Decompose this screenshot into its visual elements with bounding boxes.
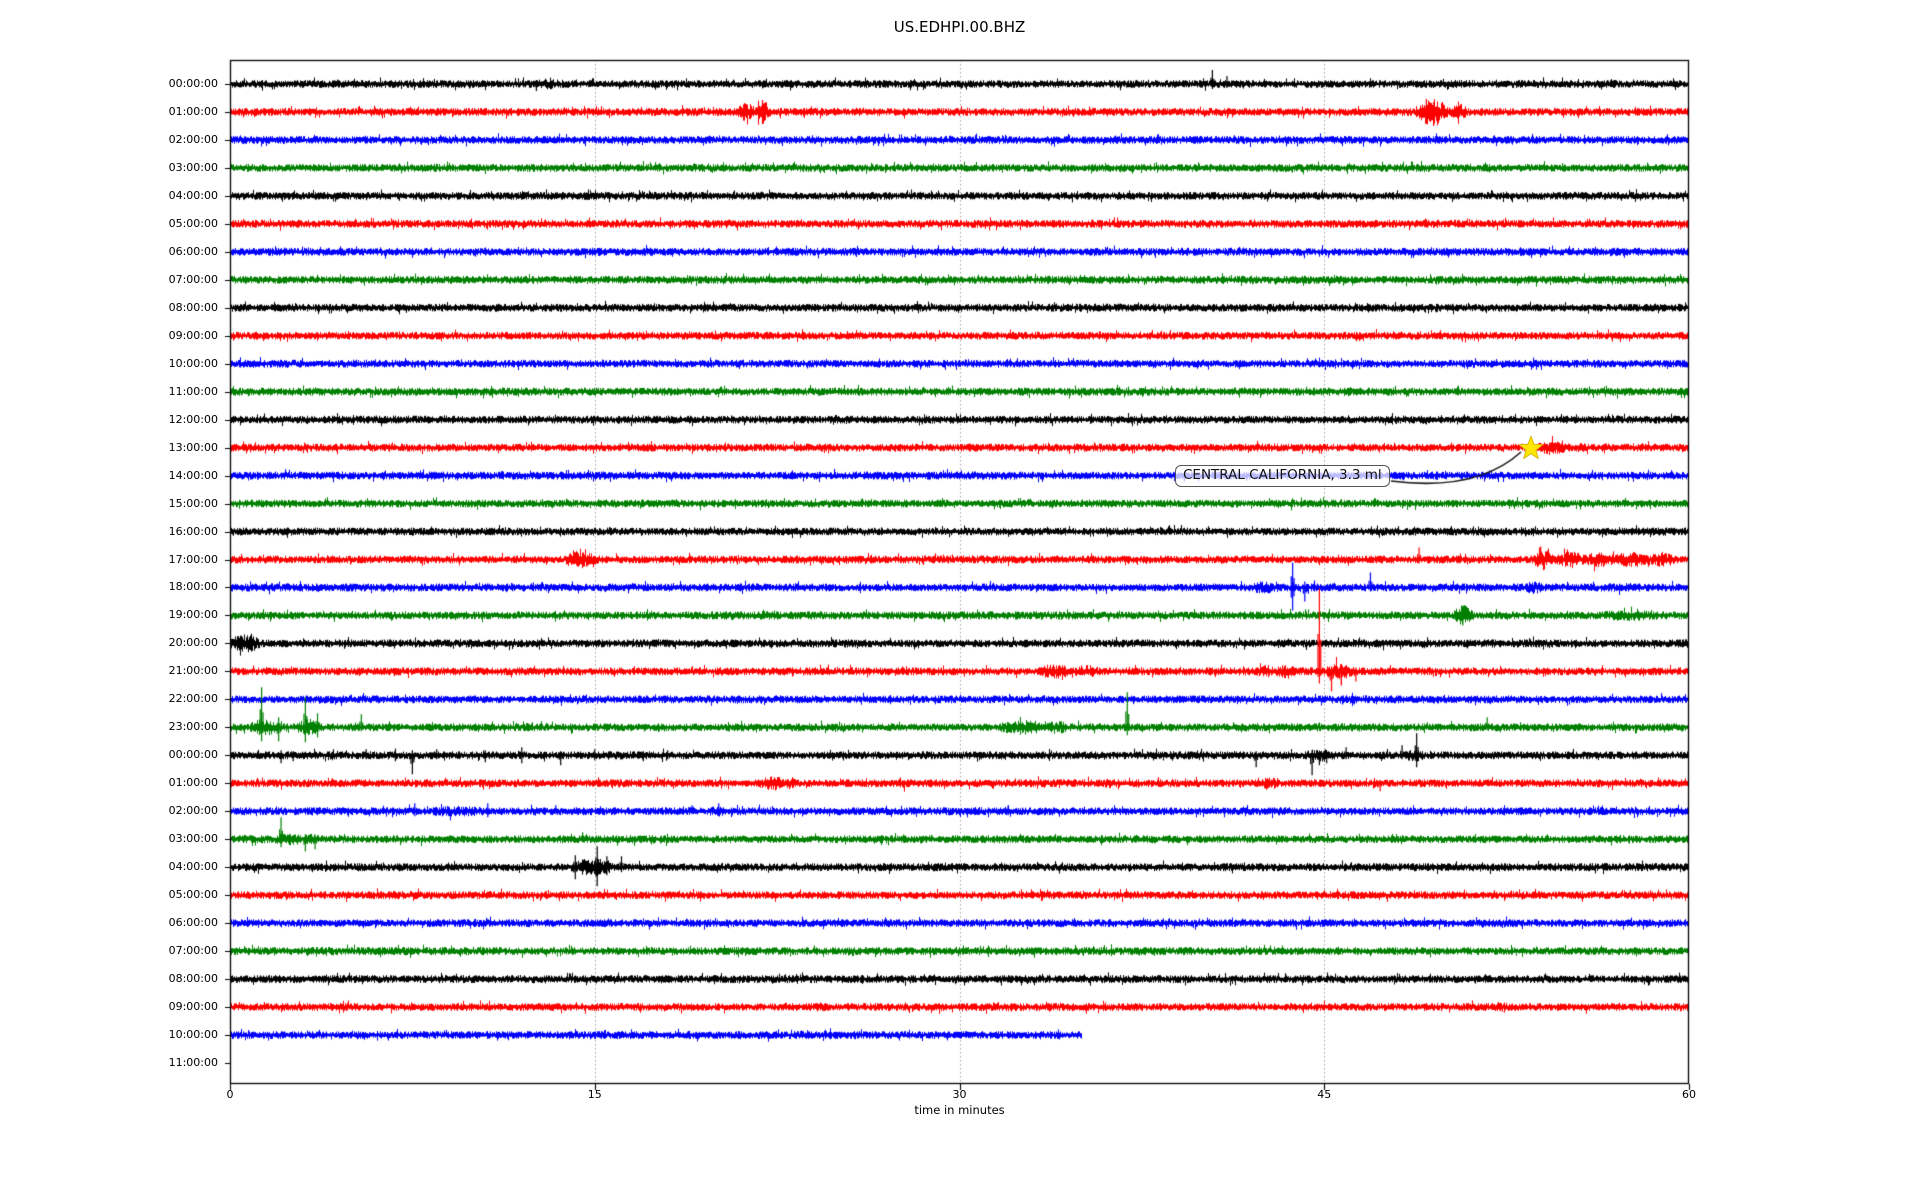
y-tick-label: 05:00:00: [168, 888, 218, 902]
y-tick-label: 01:00:00: [168, 104, 218, 118]
y-tick-label: 16:00:00: [168, 524, 218, 538]
y-tick-label: 04:00:00: [168, 188, 218, 202]
y-tick-label: 02:00:00: [168, 804, 218, 818]
x-tick-label: 60: [1682, 1088, 1696, 1101]
y-tick-label: 09:00:00: [168, 1000, 218, 1014]
y-tick-label: 22:00:00: [168, 692, 218, 706]
x-axis-label: time in minutes: [914, 1103, 1005, 1117]
y-tick-label: 21:00:00: [168, 664, 218, 678]
y-tick-label: 00:00:00: [168, 748, 218, 762]
y-tick-label: 18:00:00: [168, 580, 218, 594]
y-tick-label: 07:00:00: [168, 272, 218, 286]
y-tick-label: 15:00:00: [168, 496, 218, 510]
y-tick-label: 20:00:00: [168, 636, 218, 650]
y-tick-label: 03:00:00: [168, 160, 218, 174]
y-tick-label: 14:00:00: [168, 468, 218, 482]
y-tick-label: 17:00:00: [168, 552, 218, 566]
y-tick-label: 11:00:00: [168, 1056, 218, 1069]
y-tick-label: 08:00:00: [168, 300, 218, 314]
y-tick-label: 10:00:00: [168, 356, 218, 370]
event-star-icon: [1518, 434, 1544, 461]
y-tick-label: 05:00:00: [168, 216, 218, 230]
y-tick-label: 11:00:00: [168, 384, 218, 398]
x-tick-label: 15: [587, 1088, 602, 1101]
y-tick-label: 06:00:00: [168, 916, 218, 930]
y-tick-label: 03:00:00: [168, 832, 218, 846]
y-tick-label: 08:00:00: [168, 972, 218, 986]
y-tick-label: 06:00:00: [168, 244, 218, 258]
y-tick-label: 04:00:00: [168, 860, 218, 874]
y-tick-label: 09:00:00: [168, 328, 218, 342]
y-tick-label: 00:00:00: [168, 77, 218, 90]
y-tick-label: 23:00:00: [168, 720, 218, 734]
y-tick-label: 07:00:00: [168, 944, 218, 958]
x-tick-label: 45: [1317, 1088, 1332, 1101]
y-tick-label: 12:00:00: [168, 412, 218, 426]
y-tick-label: 02:00:00: [168, 132, 218, 146]
plot-title: US.EDHPI.00.BHZ: [893, 18, 1026, 36]
y-tick-label: 01:00:00: [168, 776, 218, 790]
x-tick-label: 0: [226, 1088, 234, 1101]
event-annotation-label: CENTRAL CALIFORNIA, 3.3 ml: [1175, 465, 1390, 487]
y-tick-label: 10:00:00: [168, 1028, 218, 1042]
x-tick-label: 30: [952, 1088, 967, 1101]
y-tick-label: 19:00:00: [168, 608, 218, 622]
y-tick-label: 13:00:00: [168, 440, 218, 454]
